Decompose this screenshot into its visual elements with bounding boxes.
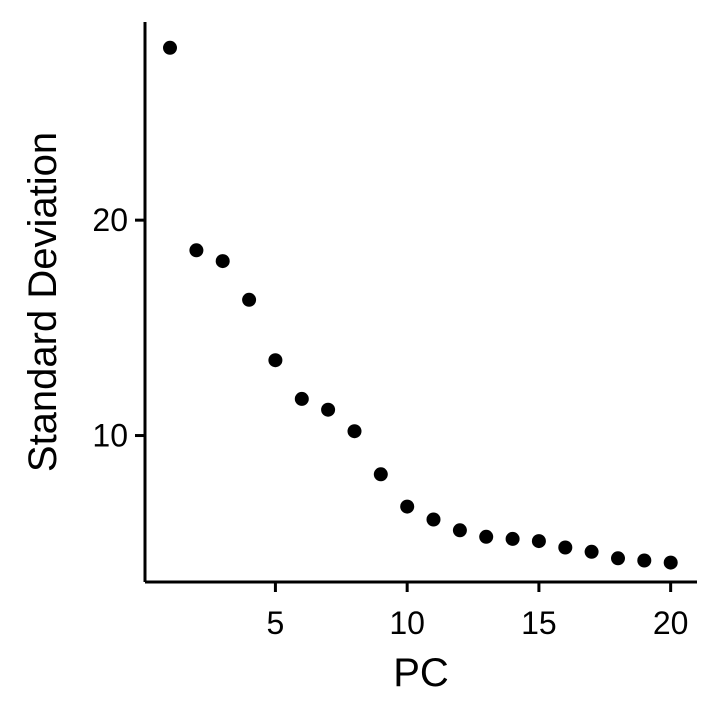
data-point-pc-10 — [400, 499, 415, 514]
x-tick-label: 10 — [389, 605, 425, 641]
data-point-pc-5 — [268, 353, 283, 368]
data-point-pc-9 — [373, 467, 388, 482]
y-tick-label: 10 — [92, 418, 128, 454]
data-point-pc-8 — [347, 424, 362, 439]
data-point-pc-7 — [321, 402, 336, 417]
x-tick-label: 20 — [653, 605, 689, 641]
data-point-pc-4 — [242, 292, 257, 307]
data-point-pc-2 — [189, 243, 204, 258]
data-point-pc-3 — [215, 254, 230, 269]
data-point-pc-18 — [611, 551, 625, 566]
x-axis-title: PC — [393, 651, 449, 695]
data-point-pc-1 — [163, 40, 177, 55]
y-tick-label: 20 — [92, 202, 128, 238]
y-axis-title: Standard Deviation — [21, 132, 65, 472]
x-tick-label: 5 — [267, 605, 285, 641]
data-point-pc-15 — [531, 534, 546, 549]
data-point-pc-12 — [452, 523, 467, 538]
data-point-pc-17 — [584, 544, 599, 559]
data-point-pc-11 — [426, 512, 441, 527]
data-point-pc-14 — [505, 531, 520, 546]
x-tick-label: 15 — [521, 605, 557, 641]
data-point-pc-6 — [294, 391, 309, 406]
ticks: 5 10 15 20 10 20 — [92, 202, 688, 641]
data-point-pc-13 — [479, 529, 494, 544]
data-point-pc-16 — [558, 540, 573, 555]
axes — [143, 22, 697, 584]
data-point-pc-19 — [637, 553, 652, 568]
data-point-pc-20 — [663, 555, 678, 570]
data-points — [163, 40, 678, 570]
